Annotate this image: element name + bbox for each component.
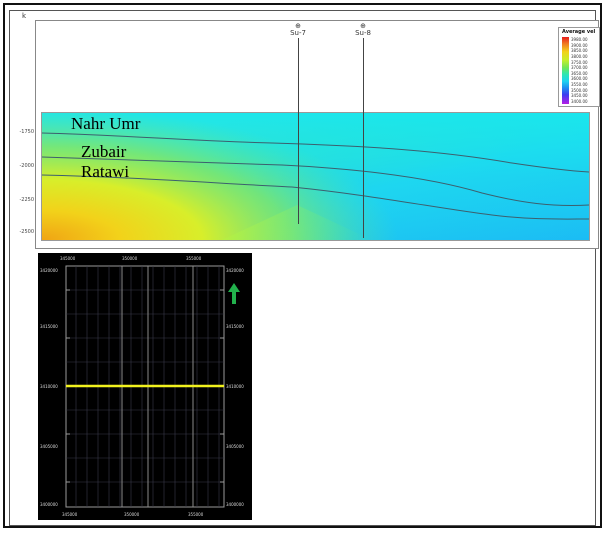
- well-trace-su7: [298, 38, 299, 224]
- figure-outer-frame: [3, 3, 602, 528]
- north-arrow-icon: [228, 283, 240, 304]
- basemap-tick-bottom: 345000: [62, 512, 78, 517]
- depth-tick: -1750: [19, 129, 34, 135]
- well-name: Su-7: [290, 29, 306, 37]
- basemap-tick-top: 345000: [60, 256, 76, 261]
- depth-tick: -2500: [19, 229, 34, 235]
- legend-value: 3450.00: [571, 93, 588, 99]
- basemap-tick-left: 3400000: [40, 502, 58, 507]
- basemap-tick-right: 3405000: [226, 444, 244, 449]
- legend-value: 3700.00: [571, 65, 588, 71]
- basemap-tick-right: 3410000: [226, 384, 244, 389]
- basemap-tick-left: 3405000: [40, 444, 58, 449]
- horizon-line-zubair: [42, 156, 589, 206]
- depth-tick: -2000: [19, 163, 34, 169]
- basemap-tick-left: 3420000: [40, 268, 58, 273]
- legend-title: Average vel: [562, 29, 596, 35]
- basemap-tick-bottom: 350000: [124, 512, 140, 517]
- legend-value: 3980.00: [571, 37, 588, 42]
- well-marker-icon: ⊕: [295, 22, 301, 30]
- legend-value: 3650.00: [571, 70, 588, 76]
- velocity-section: [41, 112, 590, 241]
- velocity-gradient-plot: [42, 113, 589, 240]
- legend-color-bar: [562, 37, 569, 104]
- horizon-line-nahr-umr: [42, 132, 589, 173]
- horizon-line-ratawi: [42, 174, 589, 220]
- basemap-tick-right: 3420000: [226, 268, 244, 273]
- legend-value: 3750.00: [571, 59, 588, 65]
- basemap-panel: 345000 350000 355000 345000 350000 35500…: [38, 253, 252, 520]
- formation-label-ratawi: Ratawi: [81, 162, 130, 181]
- legend-value: 3900.00: [571, 42, 588, 48]
- basemap-tick-right: 3400000: [226, 502, 244, 507]
- basemap-tick-left: 3410000: [40, 384, 58, 389]
- basemap-tick-top: 350000: [122, 256, 138, 261]
- basemap-tick-bottom: 355000: [188, 512, 204, 517]
- legend-value: 3800.00: [571, 53, 588, 59]
- legend-value: 3600.00: [571, 76, 588, 82]
- legend-value: 3400.00: [571, 98, 588, 104]
- corner-mark: k: [22, 12, 27, 20]
- color-legend: Average vel 3980.00 3900.00 3850.00 3800…: [558, 27, 600, 107]
- formation-label-zubair: Zubair: [81, 142, 127, 161]
- basemap-tick-right: 3415000: [226, 324, 244, 329]
- well-marker-icon: ⊕: [360, 22, 366, 30]
- legend-values: 3980.00 3900.00 3850.00 3800.00 3750.00 …: [571, 37, 599, 104]
- basemap-grid: [65, 265, 240, 508]
- well-label-su8: ⊕ Su-8: [355, 23, 371, 37]
- well-trace-su8: [363, 38, 364, 238]
- legend-value: 3550.00: [571, 82, 588, 87]
- basemap-tick-left: 3415000: [40, 324, 58, 329]
- formation-label-nahr-umr: Nahr Umr: [71, 114, 141, 133]
- depth-tick: -2250: [19, 197, 34, 203]
- well-label-su7: ⊕ Su-7: [290, 23, 306, 37]
- legend-value: 3500.00: [571, 87, 588, 93]
- figure-inner-frame: [9, 10, 596, 526]
- basemap-tick-top: 355000: [186, 256, 202, 261]
- well-name: Su-8: [355, 29, 371, 37]
- legend-value: 3850.00: [571, 48, 588, 54]
